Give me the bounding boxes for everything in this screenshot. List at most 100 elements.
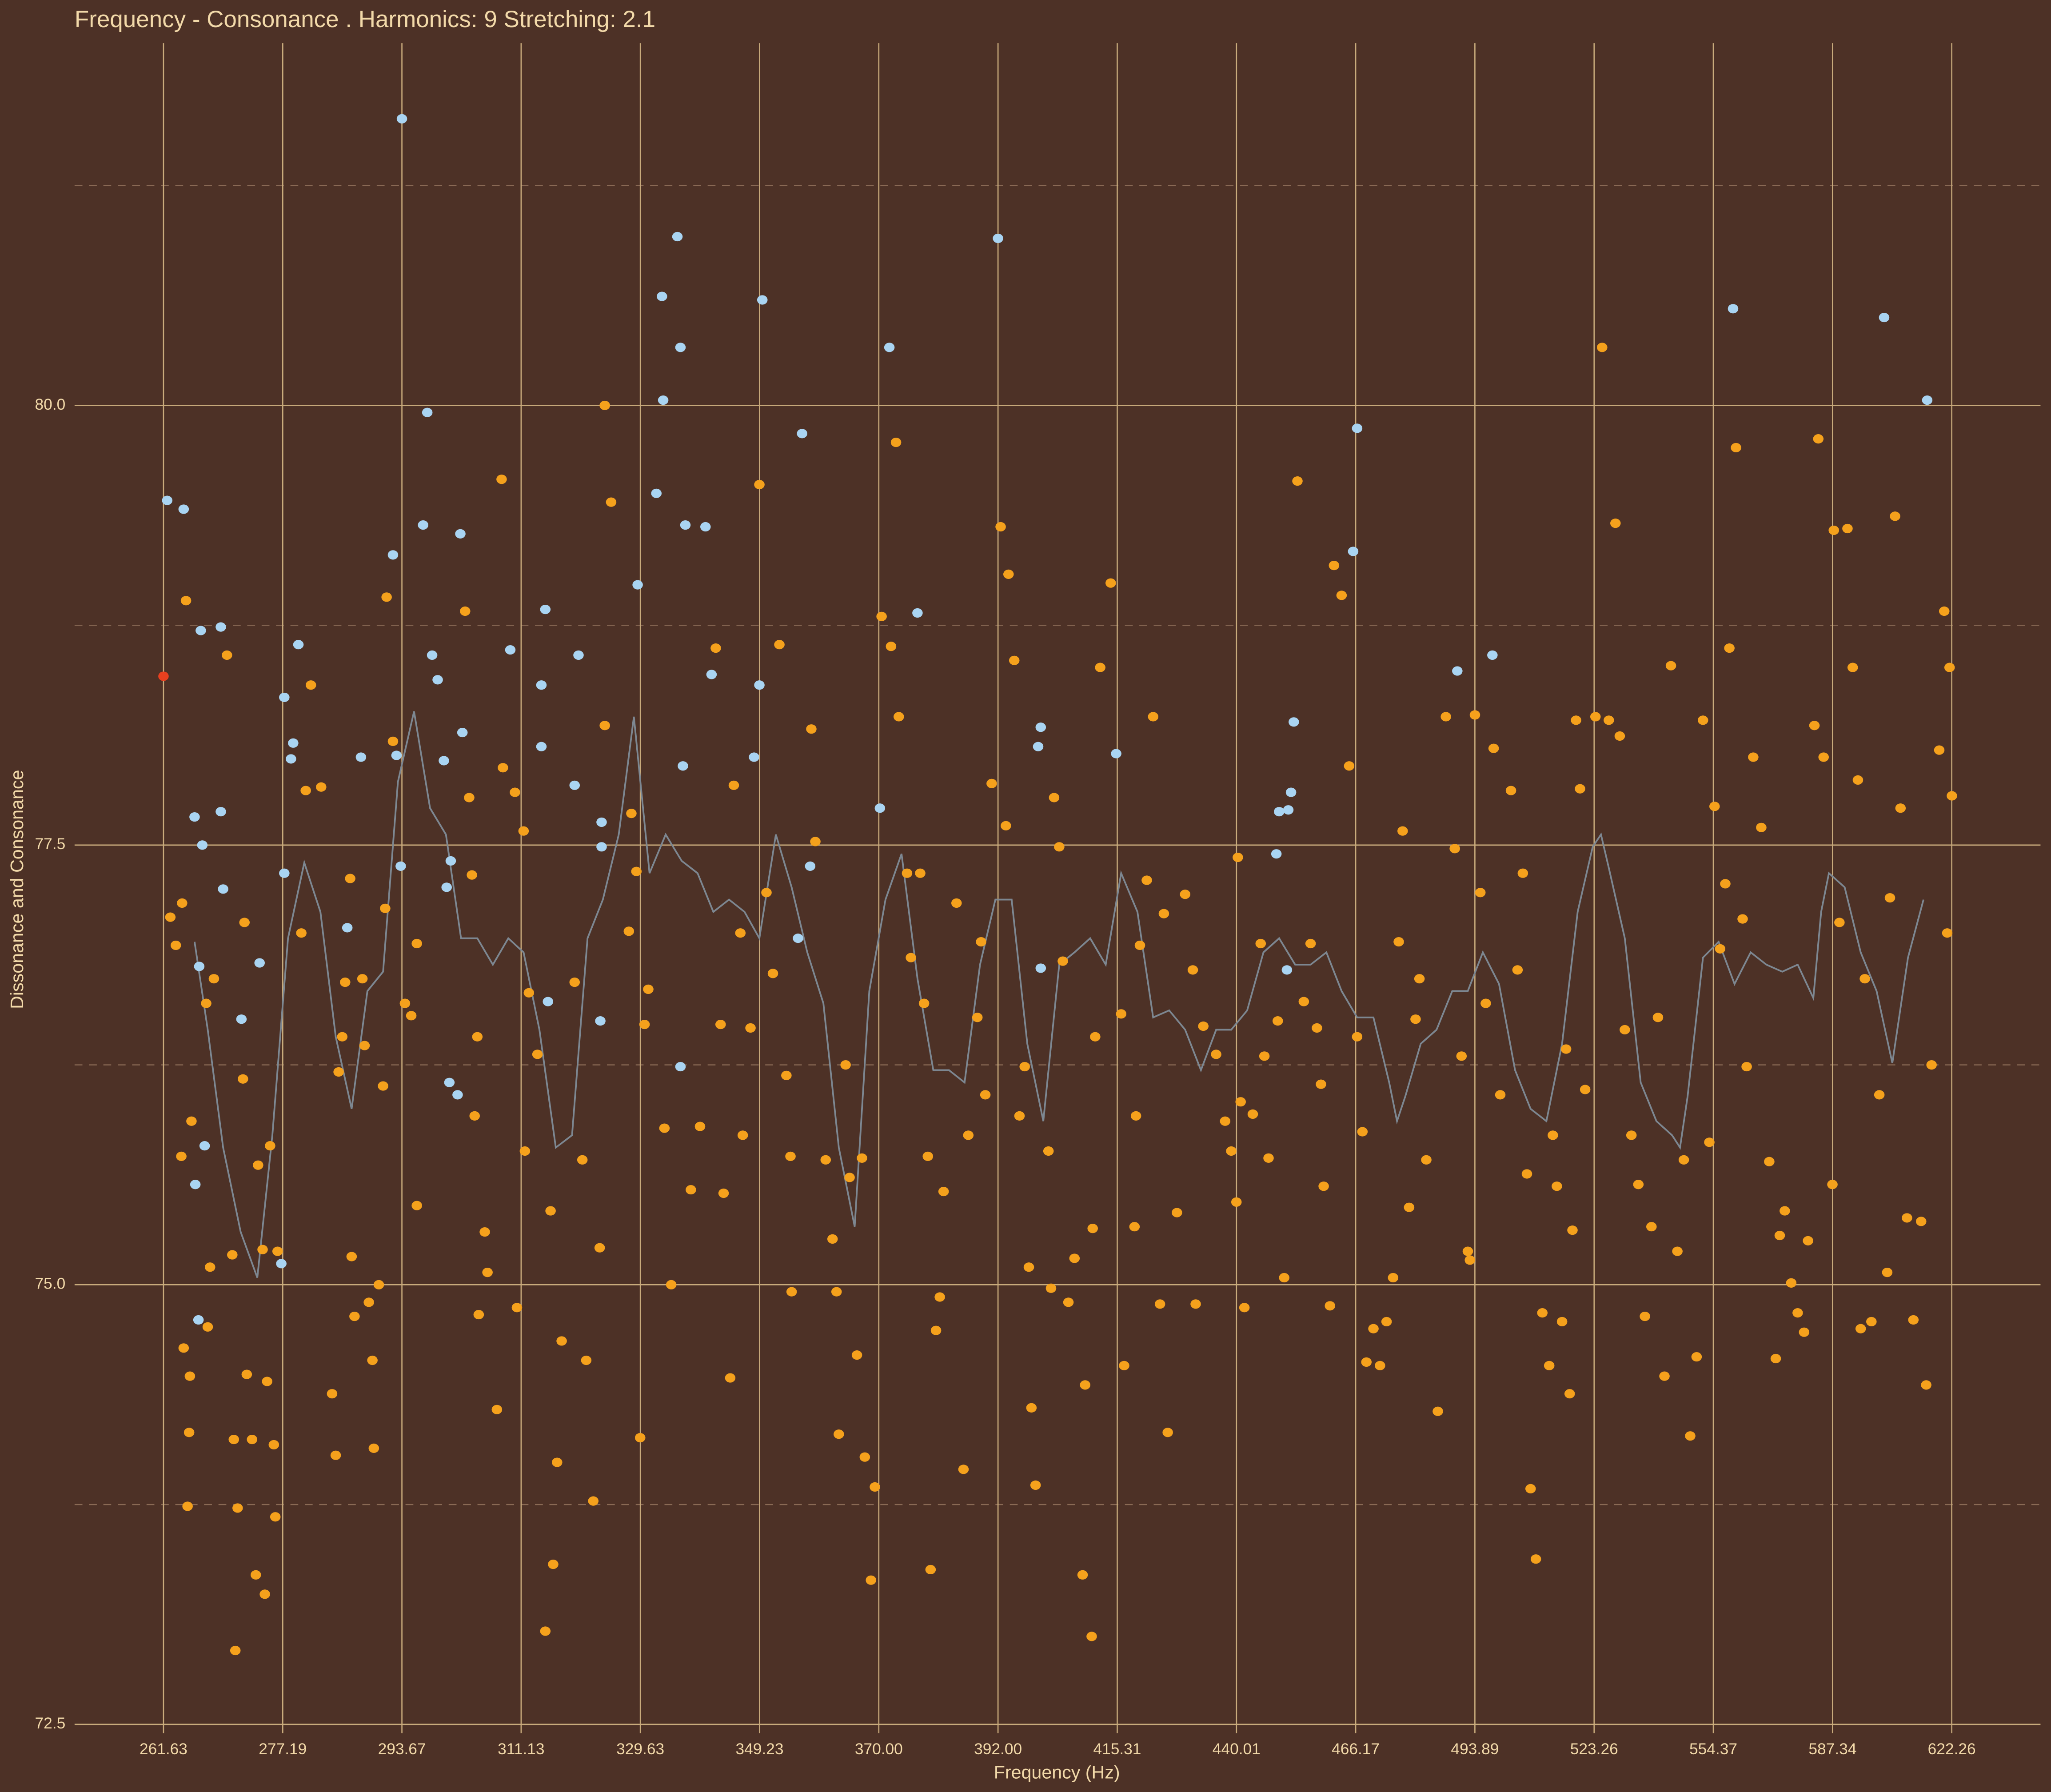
point <box>658 395 669 405</box>
point <box>761 888 772 898</box>
point <box>1487 650 1498 660</box>
x-tick-label: 311.13 <box>498 1740 544 1758</box>
point <box>201 998 211 1008</box>
point <box>844 1173 855 1182</box>
point <box>288 738 299 748</box>
point <box>1433 1406 1443 1416</box>
point <box>958 1465 969 1474</box>
point <box>254 958 265 968</box>
point <box>749 752 759 762</box>
point <box>316 782 327 792</box>
point <box>270 1512 281 1522</box>
point <box>208 974 219 984</box>
point <box>162 495 173 505</box>
point <box>639 1019 650 1030</box>
x-tick-label: 523.26 <box>1570 1740 1618 1758</box>
point <box>540 1626 551 1636</box>
point <box>1292 476 1303 486</box>
point <box>327 1389 338 1399</box>
x-tick-label: 587.34 <box>1808 1740 1856 1758</box>
point <box>1926 1060 1937 1070</box>
point <box>1709 802 1720 811</box>
point <box>427 650 438 660</box>
point <box>1792 1308 1803 1318</box>
point <box>1469 710 1480 720</box>
point <box>1537 1308 1548 1318</box>
x-axis-title: Frequency (Hz) <box>994 1762 1120 1783</box>
point <box>718 1188 729 1198</box>
point <box>236 1014 247 1024</box>
point <box>1575 784 1585 794</box>
point <box>444 1078 455 1087</box>
point <box>805 861 816 871</box>
point <box>1352 423 1363 433</box>
point <box>1646 1222 1657 1232</box>
point <box>1388 1273 1399 1283</box>
point <box>1548 1130 1558 1140</box>
point <box>1464 1255 1475 1265</box>
point <box>1890 511 1900 521</box>
point <box>874 803 886 813</box>
point <box>455 529 466 539</box>
point <box>1440 712 1451 722</box>
point <box>577 1155 588 1165</box>
point <box>866 1575 876 1585</box>
point <box>581 1355 592 1365</box>
y-tick-label: 75.0 <box>35 1275 66 1293</box>
point <box>1141 875 1152 885</box>
point <box>680 520 691 530</box>
point <box>1665 661 1676 671</box>
point <box>700 522 711 532</box>
point <box>930 1325 942 1335</box>
point <box>368 1443 379 1453</box>
x-tick-label: 329.63 <box>616 1740 664 1758</box>
x-tick-label: 370.00 <box>855 1740 903 1758</box>
point <box>1111 749 1121 758</box>
x-tick-label: 622.26 <box>1928 1740 1976 1758</box>
point <box>1318 1181 1329 1191</box>
point <box>1895 803 1906 813</box>
point <box>496 475 507 484</box>
y-tick-label: 72.5 <box>35 1715 66 1732</box>
point <box>543 997 554 1006</box>
point <box>432 675 443 685</box>
point <box>1847 663 1858 672</box>
point <box>230 1645 241 1656</box>
point <box>253 1160 263 1170</box>
point <box>1187 965 1198 975</box>
point <box>1942 928 1953 938</box>
point <box>1456 1051 1467 1061</box>
point <box>757 295 768 305</box>
point <box>573 650 584 660</box>
point <box>536 680 547 690</box>
point <box>170 940 181 950</box>
point <box>1884 893 1895 903</box>
point <box>1571 715 1581 725</box>
point <box>599 400 610 411</box>
point <box>178 504 189 514</box>
point <box>1035 722 1046 732</box>
point <box>1724 643 1735 653</box>
point <box>657 291 667 301</box>
point <box>1336 591 1347 600</box>
point <box>399 998 411 1008</box>
point <box>439 756 449 766</box>
point <box>1375 1361 1385 1370</box>
point <box>1737 914 1748 924</box>
x-tick-label: 293.67 <box>378 1740 426 1758</box>
point <box>1818 752 1829 762</box>
point <box>186 1116 197 1126</box>
point <box>511 1303 523 1313</box>
point <box>158 671 169 681</box>
point <box>215 807 226 817</box>
point <box>963 1130 974 1140</box>
point <box>754 680 765 690</box>
point <box>228 1434 239 1445</box>
point <box>247 1434 258 1445</box>
point <box>241 1369 252 1379</box>
point <box>545 1206 556 1216</box>
point <box>1556 1317 1568 1327</box>
point <box>1368 1324 1379 1333</box>
point <box>265 1141 275 1151</box>
point <box>785 1151 796 1161</box>
